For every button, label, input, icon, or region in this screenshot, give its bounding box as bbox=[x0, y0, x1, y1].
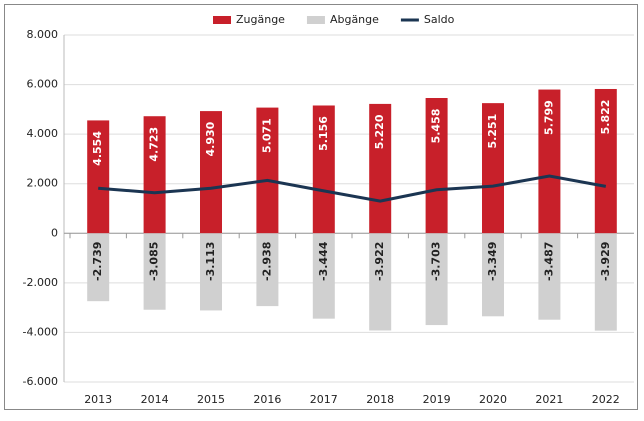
y-tick-label: -6.000 bbox=[23, 375, 58, 388]
value-label: -3.444 bbox=[317, 241, 330, 281]
bar bbox=[482, 233, 504, 317]
saldo-line bbox=[98, 174, 607, 203]
value-label: 5.156 bbox=[317, 116, 330, 151]
value-label: 4.554 bbox=[91, 131, 104, 166]
bar bbox=[312, 233, 335, 319]
legend-label: Saldo bbox=[424, 13, 455, 26]
y-tick-label: -4.000 bbox=[23, 325, 58, 338]
y-tick-label: -2.000 bbox=[23, 276, 58, 289]
bar bbox=[143, 116, 166, 234]
value-label: 5.220 bbox=[373, 114, 386, 149]
value-label: -3.703 bbox=[430, 242, 443, 281]
value-label: 5.251 bbox=[486, 114, 499, 149]
bar bbox=[87, 233, 110, 302]
bar bbox=[482, 103, 504, 234]
y-tick-label: 4.000 bbox=[27, 127, 59, 140]
bar bbox=[200, 233, 222, 311]
legend-label: Zugänge bbox=[236, 13, 285, 26]
frame bbox=[4, 4, 638, 410]
bar bbox=[312, 105, 335, 234]
y-tick-label: 6.000 bbox=[27, 78, 59, 91]
legend-label: Abgänge bbox=[330, 13, 379, 26]
bar bbox=[256, 107, 279, 234]
bar bbox=[594, 233, 617, 331]
value-label: 5.071 bbox=[260, 118, 273, 153]
y-tick-label: 2.000 bbox=[27, 177, 59, 190]
y-tick-label: 0 bbox=[51, 226, 58, 239]
x-tick-label: 2019 bbox=[423, 393, 451, 406]
x-tick-label: 2013 bbox=[84, 393, 112, 406]
x-tick-label: 2022 bbox=[592, 393, 620, 406]
value-label: 5.822 bbox=[599, 100, 612, 135]
x-tick-label: 2021 bbox=[535, 393, 563, 406]
value-label: -3.113 bbox=[204, 242, 217, 281]
value-label: -3.487 bbox=[542, 242, 555, 281]
value-label: 4.930 bbox=[204, 121, 217, 156]
x-tick-label: 2016 bbox=[253, 393, 281, 406]
value-label: -3.922 bbox=[373, 242, 386, 281]
bar bbox=[369, 233, 392, 331]
value-label: 5.799 bbox=[542, 100, 555, 135]
bar bbox=[200, 111, 222, 234]
value-label: -3.085 bbox=[148, 242, 161, 281]
value-label: 5.458 bbox=[430, 109, 443, 144]
bar bbox=[143, 233, 166, 310]
legend-swatch bbox=[213, 16, 231, 24]
bar bbox=[256, 233, 279, 307]
x-tick-label: 2017 bbox=[310, 393, 338, 406]
value-label: 4.723 bbox=[148, 127, 161, 162]
y-tick-label: 8.000 bbox=[27, 28, 59, 41]
x-tick-label: 2018 bbox=[366, 393, 394, 406]
bar bbox=[538, 233, 561, 320]
bar bbox=[538, 89, 561, 234]
bar bbox=[425, 98, 448, 234]
value-label: -2.938 bbox=[260, 242, 273, 281]
value-label: -3.929 bbox=[599, 242, 612, 281]
bar bbox=[425, 233, 448, 326]
legend-swatch bbox=[306, 16, 325, 24]
value-label: -2.739 bbox=[91, 242, 104, 281]
value-label: -3.349 bbox=[486, 242, 499, 281]
x-tick-label: 2020 bbox=[479, 393, 507, 406]
bar bbox=[594, 88, 617, 234]
x-tick-label: 2014 bbox=[141, 393, 169, 406]
x-tick-label: 2015 bbox=[197, 393, 225, 406]
bar bbox=[87, 120, 110, 234]
